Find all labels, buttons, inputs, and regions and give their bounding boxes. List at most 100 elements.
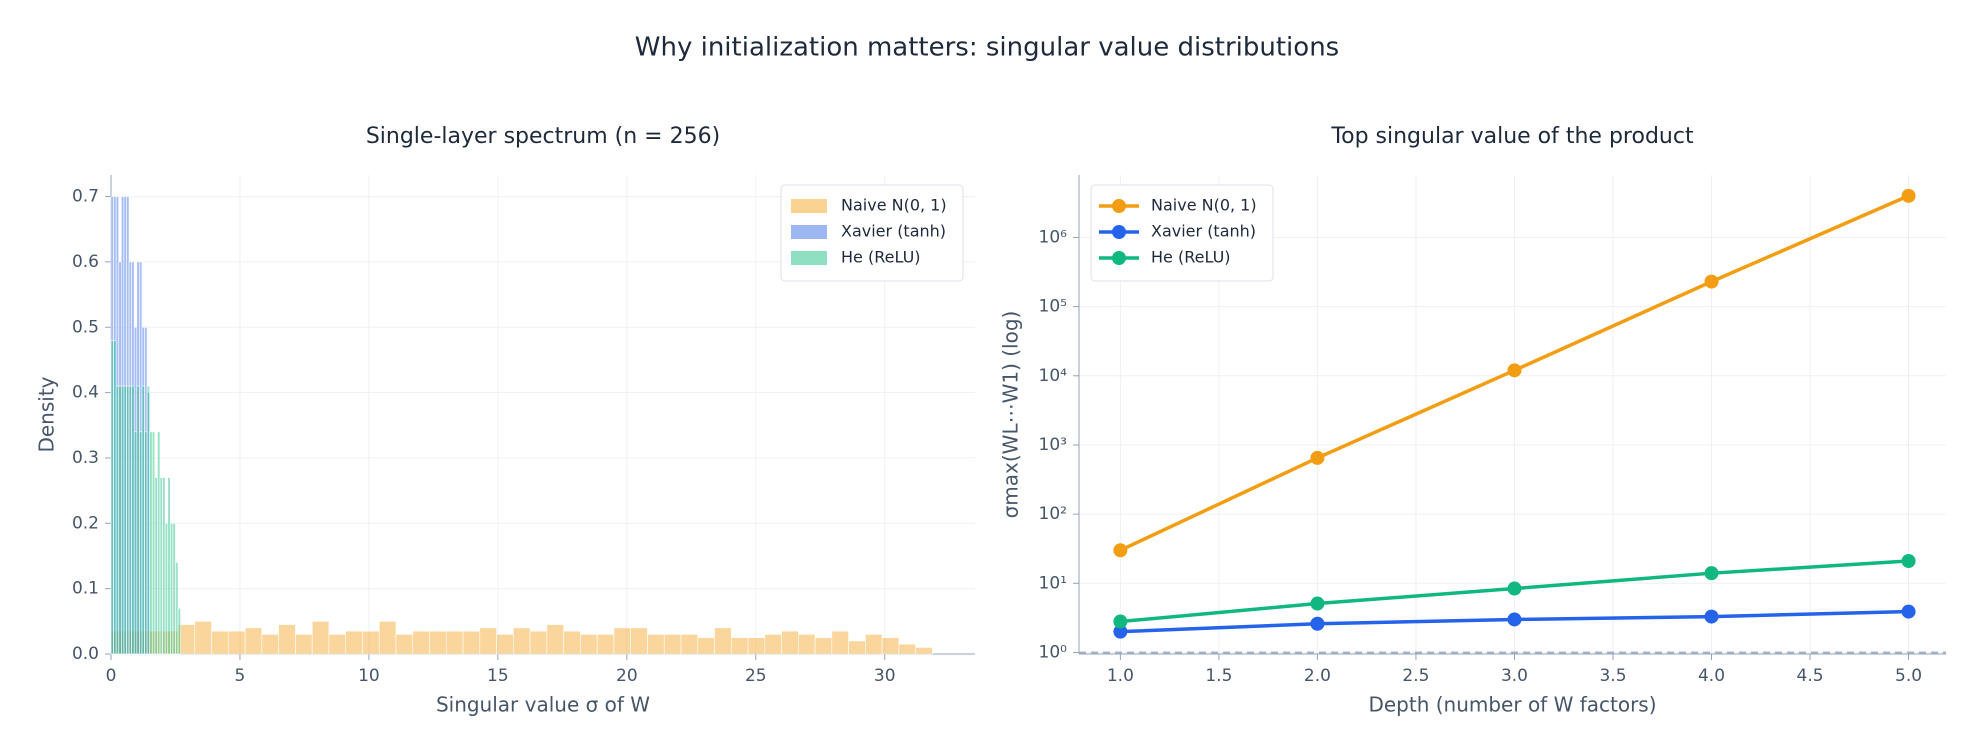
- histogram-bar: [546, 624, 564, 655]
- point: [1704, 609, 1719, 624]
- histogram-bar: [663, 634, 682, 655]
- histogram-bar: [580, 634, 598, 655]
- histogram-bar: [496, 634, 514, 655]
- histogram-bar: [328, 634, 346, 655]
- histogram-bar: [133, 431, 138, 655]
- point: [1507, 363, 1522, 378]
- histogram-bar: [194, 621, 212, 655]
- histogram-bar: [164, 523, 169, 655]
- subplot-title: Single-layer spectrum (n = 256): [366, 124, 720, 149]
- histogram-bar: [378, 621, 397, 655]
- histogram-bar: [647, 634, 665, 655]
- point: [1704, 566, 1719, 581]
- histogram-bar: [139, 431, 143, 655]
- histogram-bar: [630, 627, 648, 655]
- histogram-bar: [123, 385, 127, 655]
- histogram-bar: [714, 627, 732, 655]
- histogram-bar: [170, 523, 174, 655]
- histogram-bar: [141, 385, 145, 655]
- histogram-bar: [128, 385, 132, 655]
- point: [1901, 554, 1916, 569]
- y-tick-label: 10³: [1039, 435, 1067, 455]
- histogram-bar: [244, 627, 263, 655]
- y-tick-label: 10⁵: [1039, 297, 1067, 317]
- histogram-bar: [118, 385, 122, 655]
- legend-swatch: [791, 251, 827, 265]
- legend-label: Xavier (tanh): [841, 222, 946, 241]
- y-tick-label: 0.3: [72, 448, 99, 468]
- histogram-bar: [110, 340, 114, 655]
- histogram-bar: [162, 477, 166, 655]
- x-tick-label: 5.0: [1895, 666, 1922, 686]
- x-tick-label: 15: [487, 666, 509, 686]
- y-tick-label: 0.2: [72, 513, 99, 533]
- y-tick-label: 0.5: [72, 317, 99, 337]
- histogram-bar: [228, 630, 246, 655]
- point: [1113, 543, 1128, 558]
- point: [1310, 596, 1325, 611]
- histogram-bar: [479, 627, 497, 655]
- legend-label: He (ReLU): [841, 248, 921, 267]
- subplot-title: Top singular value of the product: [1330, 124, 1694, 149]
- histogram-bar: [881, 637, 900, 655]
- point: [1507, 612, 1522, 627]
- histogram-bar: [814, 637, 833, 655]
- histogram-bar: [848, 640, 866, 655]
- legend-swatch: [791, 225, 827, 239]
- histogram-bar: [146, 385, 150, 655]
- x-tick-label: 5: [235, 666, 246, 686]
- x-tick-label: 30: [874, 666, 896, 686]
- histogram-bar: [211, 630, 229, 655]
- y-tick-label: 10⁴: [1039, 366, 1068, 386]
- histogram-bar: [513, 627, 531, 655]
- point: [1310, 450, 1325, 465]
- histogram-bar: [131, 385, 135, 655]
- histogram-bar: [613, 627, 631, 655]
- legend-label: Naive N(0, 1): [1151, 196, 1257, 215]
- x-tick-label: 1.0: [1107, 666, 1134, 686]
- histogram-bar: [311, 621, 330, 655]
- histogram-bar: [261, 634, 279, 655]
- y-tick-label: 0.1: [72, 579, 99, 599]
- y-tick-label: 0.0: [72, 644, 99, 664]
- point: [1704, 274, 1719, 289]
- histogram-bar: [362, 630, 380, 655]
- legend-marker: [1112, 199, 1126, 213]
- y-tick-label: 0.6: [72, 252, 99, 272]
- legend-marker: [1112, 225, 1126, 239]
- x-tick-label: 10: [358, 666, 380, 686]
- y-axis-label: σmax(WL⋯W1) (log): [999, 311, 1023, 519]
- x-tick-label: 25: [745, 666, 767, 686]
- y-tick-label: 10¹: [1039, 573, 1067, 593]
- legend-label: Xavier (tanh): [1151, 222, 1256, 241]
- histogram-bar: [596, 634, 615, 655]
- histogram-bar: [167, 477, 171, 655]
- histogram-bar: [529, 630, 548, 655]
- x-tick-label: 3.0: [1501, 666, 1528, 686]
- histogram-bar: [429, 630, 447, 655]
- y-axis-label: Density: [35, 376, 59, 452]
- x-tick-label: 4.5: [1797, 666, 1824, 686]
- x-tick-label: 3.5: [1599, 666, 1626, 686]
- histogram-bar: [154, 477, 158, 655]
- x-axis-label: Depth (number of W factors): [1368, 693, 1656, 717]
- point: [1113, 624, 1128, 639]
- x-axis-label: Singular value σ of W: [436, 693, 650, 717]
- histogram-bar: [865, 634, 883, 655]
- histogram-bar: [278, 624, 296, 655]
- histogram-bar: [159, 477, 163, 655]
- y-tick-label: 0.7: [72, 187, 99, 207]
- histogram-bar: [295, 634, 313, 655]
- figure-title: Why initialization matters: singular val…: [635, 33, 1339, 63]
- histogram-bar: [115, 385, 120, 655]
- histogram-bar: [730, 637, 749, 655]
- y-tick-label: 10⁶: [1039, 227, 1068, 247]
- histogram-bar: [126, 385, 130, 655]
- histogram-bar: [563, 630, 581, 655]
- y-tick-label: 10⁰: [1039, 642, 1068, 662]
- histogram-bar: [781, 630, 799, 655]
- histogram-bar: [113, 340, 117, 655]
- x-tick-label: 0: [106, 666, 117, 686]
- point: [1901, 604, 1916, 619]
